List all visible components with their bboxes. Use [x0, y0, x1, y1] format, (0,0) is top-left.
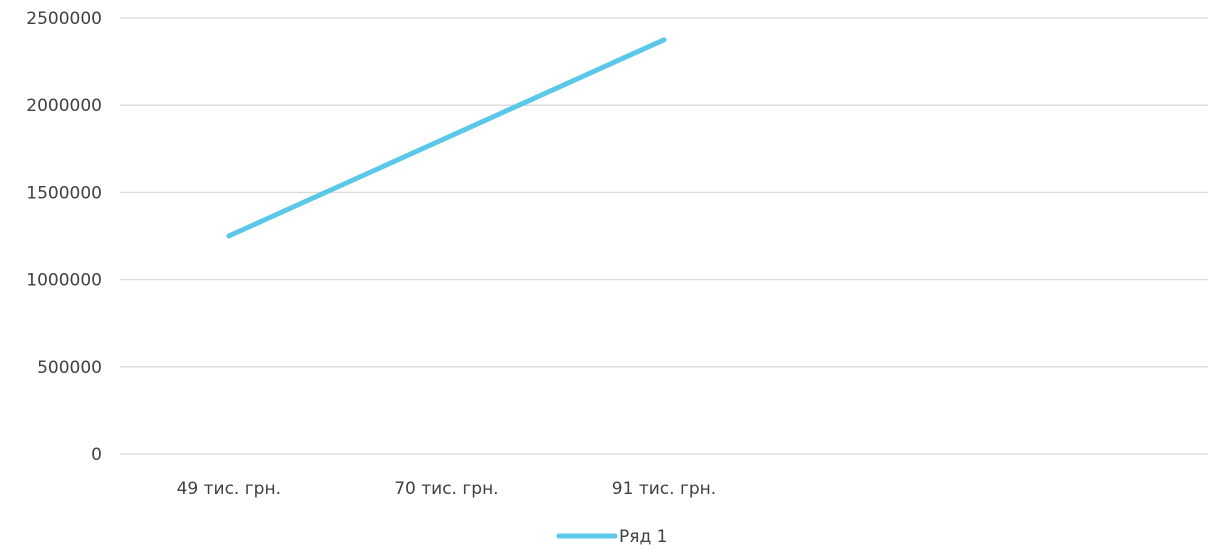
- gridlines: [120, 17, 1208, 455]
- y-tick-label: 2000000: [26, 96, 102, 116]
- y-tick-label: 500000: [37, 358, 102, 378]
- x-tick-label: 91 тис. грн.: [612, 479, 716, 499]
- x-tick-label: 70 тис. грн.: [394, 479, 498, 499]
- x-axis-tick-labels: 49 тис. грн. 70 тис. грн. 91 тис. грн.: [177, 479, 717, 499]
- y-tick-label: 2500000: [26, 9, 102, 29]
- legend: Ряд 1: [556, 527, 667, 547]
- y-tick-label: 0: [91, 445, 102, 465]
- y-axis-tick-labels: 0 500000 1000000 1500000 2000000 2500000: [26, 9, 102, 465]
- legend-label: Ряд 1: [619, 527, 667, 547]
- x-tick-label: 49 тис. грн.: [177, 479, 281, 499]
- series-lines: [226, 37, 667, 239]
- y-tick-label: 1000000: [26, 271, 102, 291]
- series-line: [226, 37, 667, 239]
- y-tick-label: 1500000: [26, 183, 102, 203]
